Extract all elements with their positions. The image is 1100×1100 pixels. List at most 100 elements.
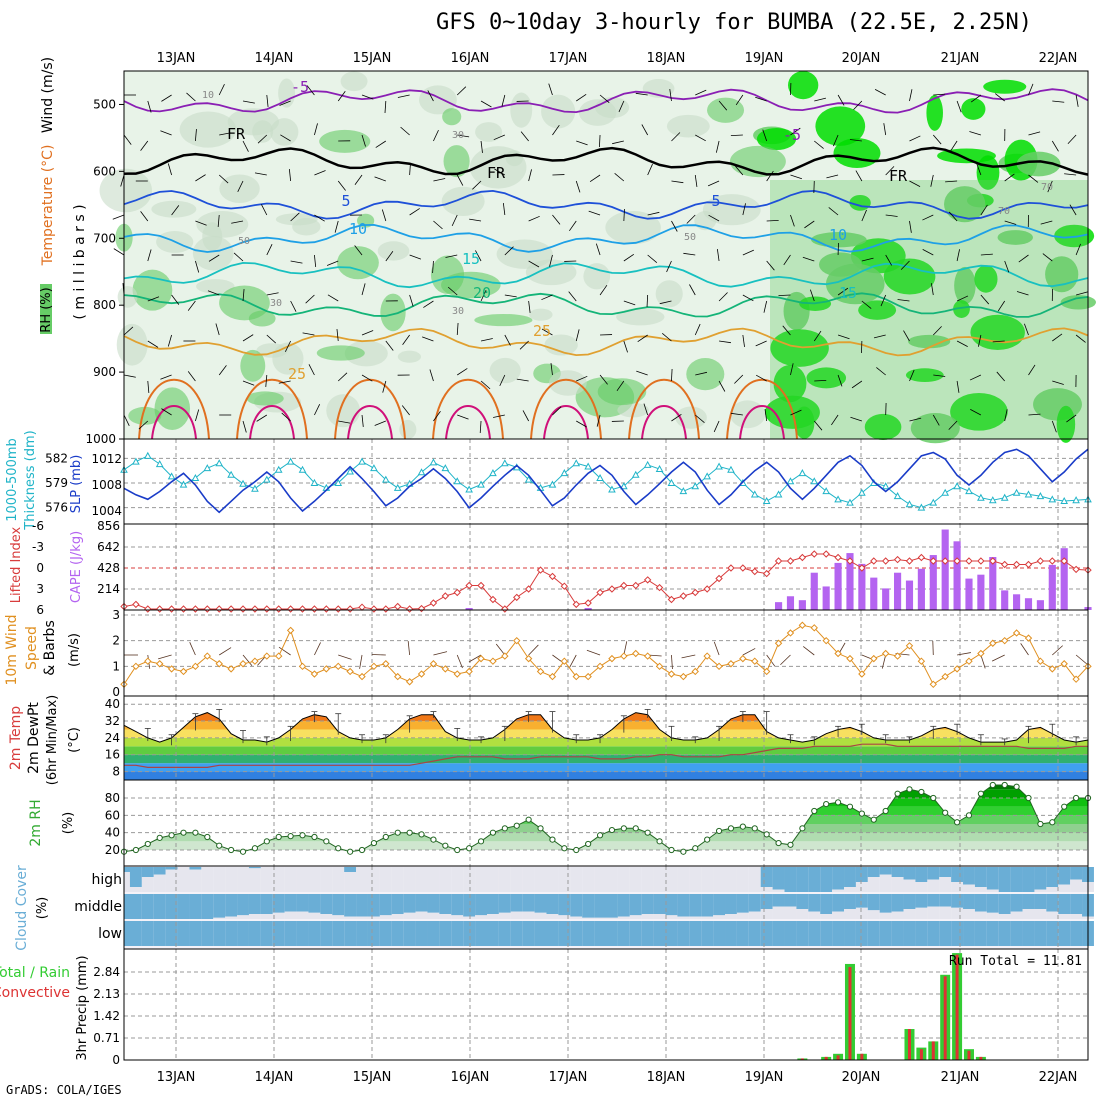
wind-barb xyxy=(334,220,339,233)
cloud-bar xyxy=(963,867,975,885)
cape-bar xyxy=(465,608,473,610)
lifted-index-marker xyxy=(989,557,997,565)
wind-speed-marker xyxy=(453,670,461,678)
rh-marker xyxy=(418,831,425,838)
date-label-top: 22JAN xyxy=(1039,51,1078,66)
temp-band xyxy=(124,737,1088,747)
lifted-index-marker xyxy=(739,564,747,572)
isotherm-line xyxy=(123,327,1089,357)
cloud-bar xyxy=(439,921,452,946)
y-axis-label: (%) xyxy=(35,897,50,920)
wind-speed-marker xyxy=(560,657,569,665)
thickness-marker xyxy=(977,493,985,501)
cloud-gap xyxy=(570,916,583,919)
wind-barb xyxy=(719,340,732,344)
wind-barb xyxy=(851,380,863,389)
cloud-bar xyxy=(356,921,368,946)
y-axis-label: Convective xyxy=(0,985,70,1001)
cloud-gap xyxy=(332,867,345,892)
wind-barb xyxy=(237,180,244,192)
wind-barb xyxy=(423,300,434,308)
thickness-marker xyxy=(191,473,200,482)
contour-label: -5 xyxy=(291,78,309,96)
wind-speed-marker xyxy=(905,642,914,650)
rh-shade xyxy=(1016,151,1061,177)
wind-barb xyxy=(528,169,532,182)
thickness-marker xyxy=(560,469,569,477)
cloud-bar xyxy=(225,894,238,917)
cloud-bar xyxy=(201,921,214,946)
rh-fill xyxy=(124,785,1088,850)
cloud-bar xyxy=(725,894,737,914)
cloud-gap xyxy=(808,911,821,919)
cape-bar xyxy=(977,574,985,610)
wind-barb xyxy=(932,414,940,426)
wind-barb xyxy=(457,134,470,138)
cloud-gap xyxy=(617,916,630,919)
isotherm-line xyxy=(123,261,1089,289)
wind-speed-marker xyxy=(417,670,426,678)
rh-marker xyxy=(977,790,984,797)
wind-barb xyxy=(671,413,682,422)
rh-shade xyxy=(525,259,577,286)
rh-marker xyxy=(525,816,532,823)
wind-barb xyxy=(1016,291,1029,296)
thickness-marker xyxy=(810,477,819,485)
lifted-index-marker xyxy=(870,557,878,565)
wind-barb xyxy=(909,89,913,102)
wind-barb xyxy=(689,284,696,296)
contour-label: FR xyxy=(487,164,506,182)
cloud-bar xyxy=(415,894,428,912)
rh-shade xyxy=(954,266,976,305)
wind-speed-marker xyxy=(881,649,890,658)
wind-speed-marker xyxy=(334,662,342,671)
lifted-index-marker xyxy=(334,605,342,613)
wind-speed-marker xyxy=(251,657,259,665)
lifted-index-marker xyxy=(179,605,188,613)
contour-label: 10 xyxy=(829,226,847,244)
temp-band xyxy=(124,746,1088,755)
wind-speed-marker xyxy=(929,680,937,689)
thickness-marker xyxy=(953,482,961,490)
wind-barb xyxy=(641,124,649,136)
cloud-bar xyxy=(332,921,345,946)
cloud-bar xyxy=(986,921,999,946)
wind-barb xyxy=(382,380,387,393)
cloud-bar xyxy=(141,867,154,877)
cloud-gap xyxy=(308,912,321,919)
wind-barb xyxy=(499,374,506,387)
wind-barb xyxy=(780,654,791,666)
cloud-bar xyxy=(463,921,476,946)
cloud-bar xyxy=(986,867,999,890)
wind-speed-marker xyxy=(1036,657,1045,665)
rh-shade xyxy=(380,293,406,332)
rh-marker xyxy=(727,825,735,832)
wind-speed-marker xyxy=(358,672,366,681)
rh-marker xyxy=(370,839,378,847)
wind-barb xyxy=(400,126,410,136)
rh-marker xyxy=(168,832,175,839)
cloud-gap xyxy=(1022,909,1035,919)
cloud-gap xyxy=(915,907,928,919)
wind-speed-marker xyxy=(310,670,319,678)
cape-bar xyxy=(774,602,783,610)
isotherm-line xyxy=(445,405,491,440)
cloud-gap xyxy=(320,867,333,892)
y-axis-label: 10m Wind xyxy=(4,614,20,685)
lifted-index-marker xyxy=(762,569,771,578)
cloud-gap xyxy=(403,912,416,919)
wind-barb xyxy=(735,94,744,106)
rh-marker xyxy=(704,836,711,843)
wind-barb xyxy=(409,163,411,176)
isotherm-line xyxy=(641,405,687,440)
cloud-bar xyxy=(915,867,928,882)
isotherm-line xyxy=(123,189,1089,220)
lifted-index-marker xyxy=(358,603,366,611)
rh-marker xyxy=(596,832,604,839)
lifted-index-marker xyxy=(167,605,176,613)
cloud-gap xyxy=(855,882,868,892)
y-tick-label: 1008 xyxy=(91,478,122,492)
rh-shade xyxy=(319,129,371,153)
wind-barb xyxy=(861,300,872,309)
cloud-bar xyxy=(1046,894,1059,912)
